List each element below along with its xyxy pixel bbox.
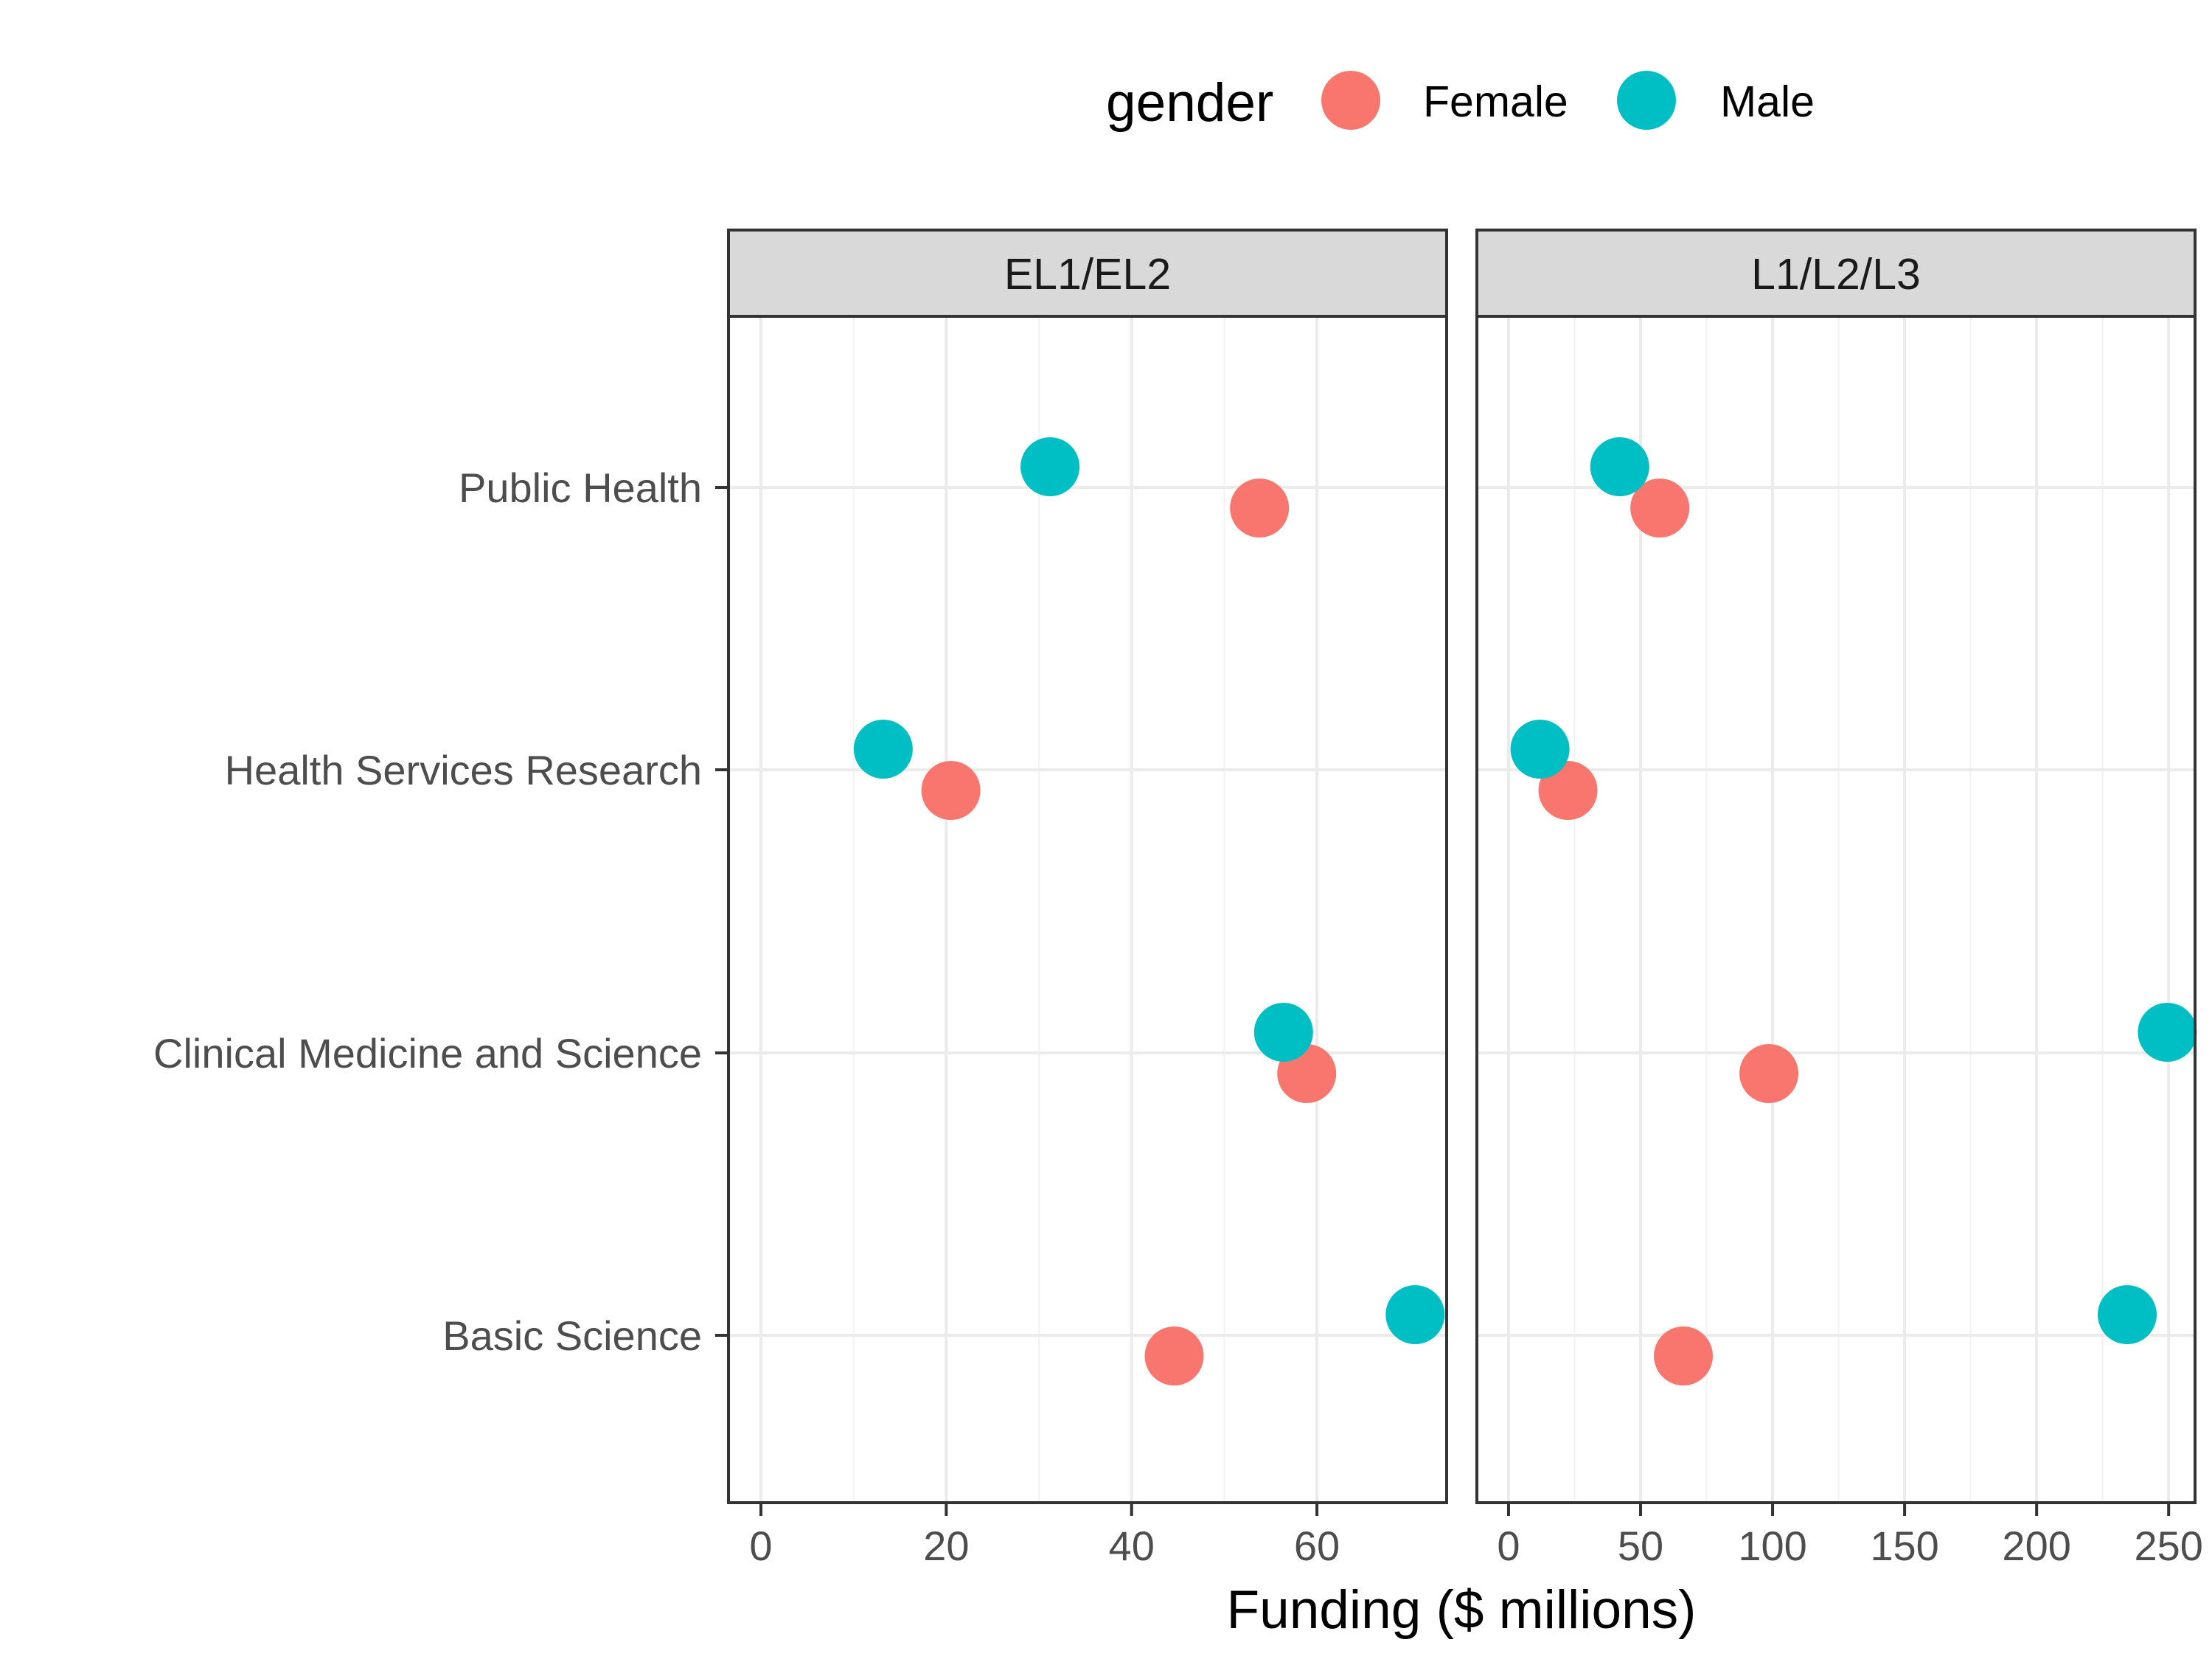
panel-el1-el2-border <box>727 315 1448 1504</box>
el1-el2-point-male-basic-science <box>1385 1285 1445 1344</box>
el1-el2-point-male-health-services-research <box>853 720 913 779</box>
y-tick-label-health-services-research: Health Services Research <box>225 747 702 793</box>
panel-el1-el2: EL1/EL2 0 20 40 60 <box>727 229 1448 1569</box>
x-axis-title: Funding ($ millions) <box>1227 1580 1697 1640</box>
l1-l2-l3-point-female-clinical-medicine-and-science <box>1739 1044 1799 1103</box>
l1-l2-l3-point-male-health-services-research <box>1510 720 1570 779</box>
panel-l1-l2-l3-strip-label: L1/L2/L3 <box>1751 250 1921 299</box>
el1-el2-point-male-clinical-medicine-and-science <box>1253 1003 1313 1062</box>
legend-title: gender <box>1106 73 1273 133</box>
y-axis: Public Health Health Services Research Cli… <box>153 465 728 1359</box>
legend-swatch-male <box>1617 71 1676 130</box>
y-tick-label-clinical-medicine-and-science: Clinical Medicine and Science <box>153 1030 702 1077</box>
el1-el2-x-tick-label-0: 0 <box>749 1523 772 1569</box>
l1-l2-l3-point-female-health-services-research <box>1538 761 1598 820</box>
panel-l1-l2-l3: L1/L2/L3 0 50 100 150 200 250 <box>1475 229 2203 1569</box>
panel-l1-l2-l3-x-axis: 0 50 100 150 200 250 <box>1497 1503 2203 1569</box>
legend-label-male: Male <box>1720 77 1815 126</box>
l1-l2-l3-x-tick-label-200: 200 <box>2002 1523 2070 1569</box>
l1-l2-l3-point-male-basic-science <box>2097 1285 2157 1344</box>
l1-l2-l3-x-tick-label-100: 100 <box>1738 1523 1806 1569</box>
el1-el2-x-tick-label-20: 20 <box>923 1523 969 1569</box>
panel-l1-l2-l3-border <box>1475 315 2197 1504</box>
l1-l2-l3-x-tick-label-0: 0 <box>1497 1523 1520 1569</box>
el1-el2-point-female-public-health <box>1230 479 1290 538</box>
l1-l2-l3-point-male-public-health <box>1590 437 1649 496</box>
l1-l2-l3-point-female-public-health <box>1630 479 1690 538</box>
l1-l2-l3-x-tick-label-250: 250 <box>2134 1523 2202 1569</box>
l1-l2-l3-point-male-clinical-medicine-and-science <box>2138 1003 2197 1062</box>
el1-el2-point-female-basic-science <box>1144 1326 1204 1385</box>
l1-l2-l3-x-tick-label-50: 50 <box>1618 1523 1663 1569</box>
legend: gender Female Male <box>1106 71 1815 133</box>
panel-el1-el2-points <box>853 437 1445 1385</box>
el1-el2-point-male-public-health <box>1020 437 1080 496</box>
panel-l1-l2-l3-grid <box>1477 316 2195 1503</box>
panel-el1-el2-strip-label: EL1/EL2 <box>1004 250 1171 299</box>
el1-el2-x-tick-label-40: 40 <box>1109 1523 1155 1569</box>
y-tick-label-basic-science: Basic Science <box>442 1312 702 1359</box>
legend-swatch-female <box>1321 71 1380 130</box>
panel-l1-l2-l3-strip <box>1475 229 2197 318</box>
panel-el1-el2-x-axis: 0 20 40 60 <box>749 1503 1340 1569</box>
panel-l1-l2-l3-points <box>1510 437 2197 1385</box>
panel-el1-el2-strip <box>727 229 1448 318</box>
y-tick-label-public-health: Public Health <box>459 465 702 511</box>
el1-el2-x-tick-label-60: 60 <box>1294 1523 1340 1569</box>
el1-el2-point-female-health-services-research <box>921 761 981 820</box>
l1-l2-l3-x-tick-label-150: 150 <box>1870 1523 1938 1569</box>
l1-l2-l3-point-female-basic-science <box>1654 1326 1714 1385</box>
legend-label-female: Female <box>1423 77 1568 126</box>
panel-el1-el2-grid <box>728 316 1447 1503</box>
